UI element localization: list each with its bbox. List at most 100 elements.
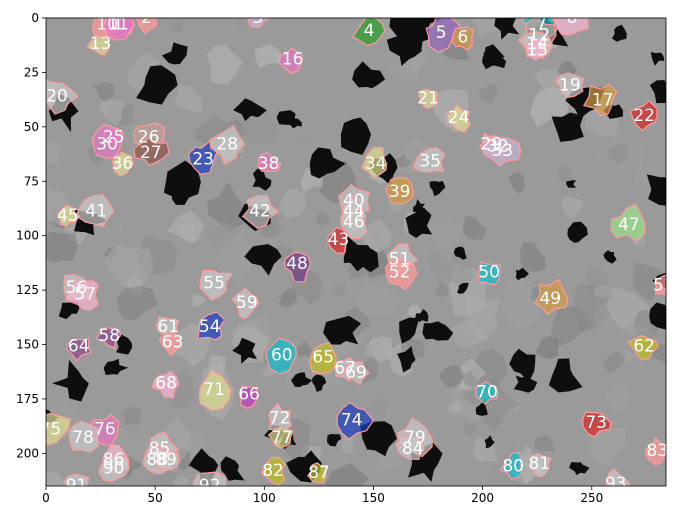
pore (494, 18, 520, 40)
segment-label: 23 (192, 149, 214, 169)
grain-texture (172, 475, 189, 486)
segment-label: 42 (249, 202, 271, 222)
pore (484, 435, 495, 449)
pore (650, 51, 665, 66)
grain-texture (593, 285, 613, 299)
grain-texture (316, 212, 331, 227)
pore (603, 250, 617, 264)
segment-label: 77 (271, 428, 293, 448)
segment-label: 56 (66, 278, 88, 298)
segment-5 (425, 18, 465, 53)
segment-label: 41 (85, 202, 107, 222)
grain-texture (173, 84, 203, 113)
segment-72 (267, 402, 293, 431)
grain-texture (121, 405, 142, 426)
grain-texture (602, 351, 626, 373)
segment-4 (352, 18, 386, 47)
grain-texture (46, 472, 63, 486)
grain-texture (206, 44, 243, 85)
grain-texture (478, 84, 499, 102)
pore (220, 456, 245, 481)
segment-label: 68 (155, 374, 177, 394)
segment-label: 73 (585, 413, 607, 433)
segment-label: 88 (147, 450, 169, 470)
grain-texture (472, 435, 499, 463)
grain-texture (561, 197, 585, 218)
x-axis: 0 50 100 150 200 250 (42, 486, 603, 505)
pore (551, 112, 584, 142)
segment-label: 34 (365, 154, 387, 174)
segment-90 (98, 452, 130, 482)
segment-label: 12 (529, 25, 551, 45)
grain-texture (279, 189, 307, 219)
segment-label: 36 (112, 154, 134, 174)
grain-texture (363, 219, 393, 253)
segment-78 (68, 420, 101, 453)
x-tick-label: 150 (362, 491, 385, 505)
segment-label: 13 (90, 34, 112, 54)
segment-52 (384, 257, 418, 291)
segment-57 (64, 279, 99, 311)
segment-75 (46, 413, 72, 446)
grain-texture (241, 467, 263, 486)
segment-71 (198, 369, 232, 412)
pore (323, 315, 362, 345)
grain-texture (462, 216, 487, 240)
y-tick-label: 200 (16, 446, 39, 460)
y-tick-label: 50 (24, 120, 39, 134)
segment-46 (340, 210, 368, 240)
segment-label: 80 (502, 456, 524, 476)
grain-texture (606, 383, 633, 413)
segment-label: 33 (491, 141, 513, 161)
segment-label: 49 (539, 289, 561, 309)
segment-label: 81 (529, 454, 551, 474)
pore (513, 372, 538, 393)
grain-texture (104, 244, 154, 289)
pore (343, 236, 377, 272)
segment-21 (418, 88, 438, 110)
grain-texture (167, 210, 205, 244)
segment-45 (56, 204, 81, 228)
pore (399, 317, 420, 344)
segment-label: 63 (162, 332, 184, 352)
segment-label: 93 (605, 474, 627, 494)
pore (403, 18, 443, 45)
segment-64 (66, 338, 92, 362)
pore (646, 174, 666, 206)
segment-label: 78 (72, 428, 94, 448)
segment-label: 57 (74, 284, 96, 304)
grain-texture (446, 401, 463, 415)
segment-label: 53 (653, 276, 675, 296)
segment-47 (610, 203, 646, 242)
grain-texture (324, 463, 369, 486)
segment-label: 15 (526, 41, 548, 61)
segment-label: 48 (286, 254, 308, 274)
grain-texture (499, 276, 541, 333)
segment-87 (307, 462, 329, 484)
grain-texture (146, 468, 181, 486)
pore (422, 321, 454, 341)
grain-texture (507, 171, 525, 194)
segment-label: 62 (633, 337, 655, 357)
segment-label: 25 (103, 128, 125, 148)
segment-label: 74 (341, 411, 363, 431)
segment-30 (91, 123, 124, 160)
grain-texture (46, 231, 78, 263)
segment-54 (197, 311, 226, 341)
pore (232, 337, 257, 364)
grain-texture (98, 98, 128, 127)
segment-label: 21 (417, 89, 439, 109)
segment-label: 26 (138, 128, 160, 148)
segment-6 (450, 26, 475, 51)
segment-43 (327, 226, 348, 254)
segment-17 (582, 83, 618, 117)
grain-texture (463, 419, 478, 437)
segment-label: 32 (487, 136, 509, 156)
grain-texture (46, 142, 61, 165)
segment-label: 6 (458, 28, 469, 48)
segment-label: 39 (389, 182, 411, 202)
image-layer (46, 18, 666, 486)
grain-texture (104, 221, 122, 239)
